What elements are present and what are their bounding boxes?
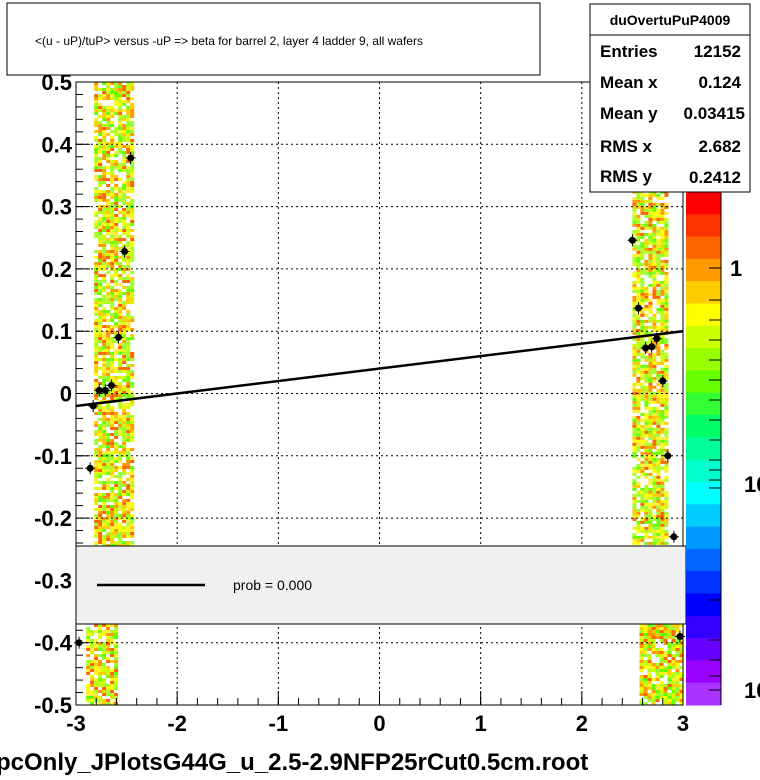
data-point xyxy=(88,399,99,412)
y-tick-label: 0.4 xyxy=(41,132,72,157)
palette-cell xyxy=(686,236,721,260)
data-point xyxy=(113,331,124,344)
heatmap-band xyxy=(86,624,119,705)
stats-label-entries: Entries xyxy=(600,42,658,61)
heatmap-band xyxy=(639,624,683,705)
x-tick-label: 3 xyxy=(677,711,689,736)
legend: prob = 0.000 xyxy=(75,545,687,625)
palette-cell xyxy=(686,370,721,394)
palette-cell xyxy=(686,325,721,349)
data-point xyxy=(85,462,96,475)
y-tick-label: -0.2 xyxy=(34,506,72,531)
x-tick-label: -3 xyxy=(66,711,86,736)
palette-cell xyxy=(686,660,721,684)
data-point xyxy=(646,340,657,353)
palette-cell xyxy=(686,258,721,282)
palette-cell xyxy=(686,615,721,639)
stats-label-mean-x: Mean x xyxy=(600,73,658,92)
stats-value-mean-x: 0.124 xyxy=(698,73,741,92)
data-points xyxy=(74,152,685,649)
colorbar-label-1: 1 xyxy=(730,256,742,281)
stats-label-rms-y: RMS y xyxy=(600,167,653,186)
y-tick-label: 0 xyxy=(60,382,72,407)
colorbar-label-10-bottom: 10 xyxy=(744,678,760,703)
heatmap-layer xyxy=(86,82,683,705)
x-tick-label: -2 xyxy=(167,711,187,736)
y-tick-label: -0.3 xyxy=(34,568,72,593)
palette-cell xyxy=(686,504,721,528)
palette-cell xyxy=(686,682,721,706)
palette-cell xyxy=(686,459,721,483)
palette-cell xyxy=(686,593,721,617)
data-point xyxy=(106,379,117,392)
palette-cell xyxy=(686,281,721,304)
palette-cell xyxy=(686,214,721,238)
data-point xyxy=(627,234,638,247)
y-tick-label: 0.3 xyxy=(41,195,72,220)
palette-cell xyxy=(686,303,721,327)
legend-entry: prob = 0.000 xyxy=(233,577,312,593)
data-point xyxy=(674,630,685,643)
heatmap-band xyxy=(94,82,135,550)
footer-filename: pcOnly_JPlotsG44G_u_2.5-2.9NFP25rCut0.5c… xyxy=(0,749,588,776)
stats-value-rms-y: 0.2412 xyxy=(689,168,741,187)
data-point xyxy=(651,332,662,345)
stats-value-rms-x: 2.682 xyxy=(698,137,741,156)
x-tick-label: 1 xyxy=(475,711,487,736)
y-tick-label: -0.5 xyxy=(34,693,72,718)
stats-value-mean-y: 0.03415 xyxy=(684,104,745,123)
y-tick-label: 0.2 xyxy=(41,257,72,282)
palette-cell xyxy=(686,482,721,505)
stats-label-mean-y: Mean y xyxy=(600,104,658,123)
palette-cell xyxy=(686,392,721,416)
data-point xyxy=(662,449,673,462)
y-tick-label: -0.4 xyxy=(34,631,73,656)
stats-box: duOvertuPuP4009 Entries 12152 Mean x 0.1… xyxy=(589,3,751,193)
y-tick-label: 0.1 xyxy=(41,319,72,344)
palette-cell xyxy=(686,192,721,215)
data-point xyxy=(668,530,679,543)
data-point xyxy=(100,384,111,397)
stats-label-rms-x: RMS x xyxy=(600,137,653,156)
title-box: <(u - uP)/tuP> versus -uP => beta for ba… xyxy=(6,2,541,76)
y-tick-label: -0.1 xyxy=(34,444,72,469)
data-point xyxy=(633,302,644,315)
data-point xyxy=(119,245,130,258)
palette-cell xyxy=(686,415,721,438)
stats-name: duOvertuPuP4009 xyxy=(610,12,731,28)
palette-cell xyxy=(686,437,721,461)
data-point xyxy=(125,152,136,165)
colorbar-label-10: 10 xyxy=(744,472,760,497)
palette-cell xyxy=(686,348,721,371)
page-title: <(u - uP)/tuP> versus -uP => beta for ba… xyxy=(35,34,423,48)
fit-line xyxy=(75,329,684,408)
palette-cell xyxy=(686,548,721,572)
palette-cell xyxy=(686,526,721,550)
heatmap-band xyxy=(632,187,669,545)
palette-cell xyxy=(686,638,721,661)
x-tick-label: 2 xyxy=(576,711,588,736)
x-tick-label: -1 xyxy=(269,711,289,736)
palette-cell xyxy=(686,571,721,594)
stats-value-entries: 12152 xyxy=(694,42,741,61)
data-point xyxy=(657,375,668,388)
x-tick-label: 0 xyxy=(373,711,385,736)
color-palette xyxy=(686,192,722,706)
